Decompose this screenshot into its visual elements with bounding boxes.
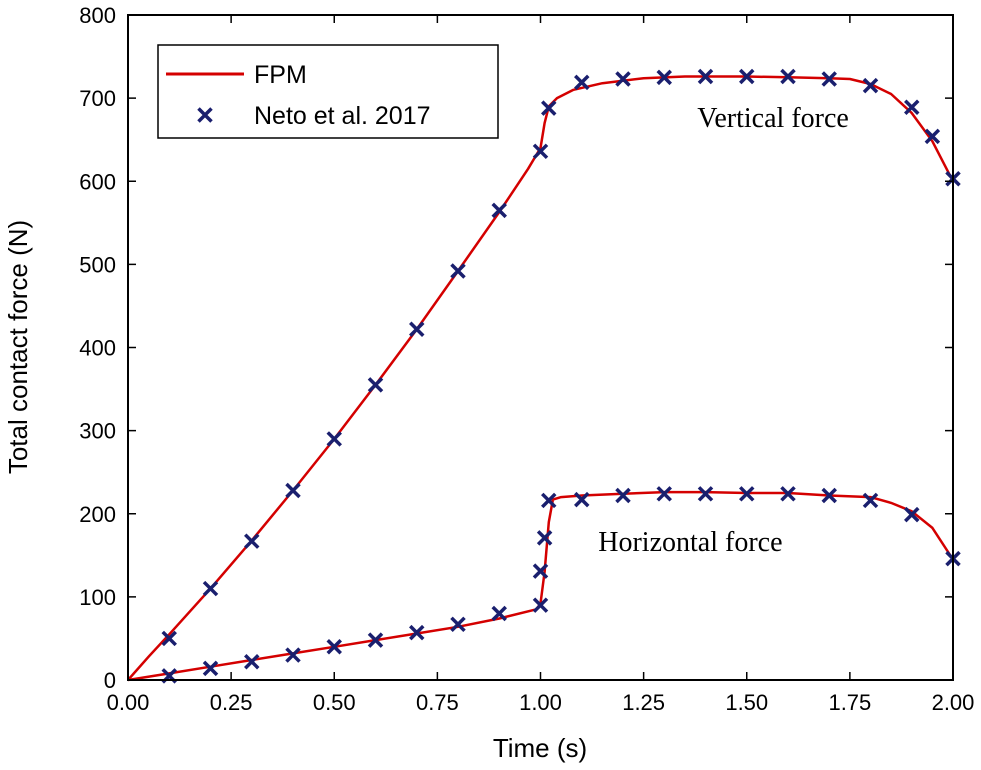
data-marker [491, 605, 507, 622]
data-marker [821, 487, 837, 504]
data-marker [532, 563, 549, 579]
data-marker [202, 660, 219, 677]
data-marker [821, 71, 837, 87]
data-marker [409, 624, 425, 641]
data-marker [536, 530, 553, 546]
x-tick-label: 0.25 [210, 690, 253, 715]
data-marker [367, 632, 384, 648]
data-marker [697, 486, 714, 502]
y-tick-label: 100 [79, 585, 116, 610]
x-tick-label: 0.75 [416, 690, 459, 715]
data-marker [367, 377, 384, 393]
tick-labels-layer: 0.00 0.25 0.50 0.75 1.00 1.25 1.50 1.75 2.00 0 100… [79, 3, 974, 715]
series-line-vertical-force [127, 75, 955, 681]
data-marker [656, 69, 672, 86]
y-tick-label: 500 [79, 252, 116, 277]
data-marker [780, 486, 796, 502]
legend: FPM Neto et al. 2017 [157, 44, 499, 139]
data-marker [615, 71, 631, 87]
data-marker [739, 68, 755, 85]
y-tick-label: 400 [79, 336, 116, 361]
legend-fpm-label: FPM [254, 61, 307, 89]
data-marker [161, 630, 177, 647]
x-tick-label: 1.50 [725, 690, 768, 715]
series-line-horizontal-force [127, 490, 955, 682]
data-marker [780, 68, 796, 85]
data-marker [450, 263, 466, 279]
y-axis-title: Total contact force (N) [3, 220, 33, 474]
x-tick-label: 1.25 [622, 690, 665, 715]
x-tick-label: 1.00 [519, 690, 562, 715]
data-marker [244, 653, 260, 670]
curves-layer [127, 75, 955, 682]
data-marker [862, 77, 879, 94]
data-marker [574, 74, 590, 91]
data-marker [541, 492, 557, 509]
data-marker [450, 616, 466, 633]
legend-neto-label: Neto et al. 2017 [254, 102, 431, 130]
legend-box [157, 44, 499, 139]
data-marker [541, 100, 557, 116]
markers-layer [161, 68, 961, 684]
legend-neto-marker [197, 107, 213, 123]
data-marker [244, 533, 260, 549]
data-marker [615, 487, 631, 504]
data-marker [532, 597, 549, 613]
data-marker [904, 99, 920, 116]
x-axis-title: Time (s) [493, 733, 587, 763]
annotation-vertical-force: Vertical force [697, 103, 849, 134]
y-tick-label: 200 [79, 502, 116, 527]
y-tick-label: 300 [79, 419, 116, 444]
data-marker [862, 492, 879, 509]
y-tick-label: 700 [79, 86, 116, 111]
x-tick-label: 2.00 [932, 690, 975, 715]
x-tick-label: 0.50 [313, 690, 356, 715]
x-tick-label: 1.75 [828, 690, 871, 715]
data-marker [197, 107, 213, 123]
data-marker [697, 68, 714, 85]
data-marker [904, 506, 920, 523]
data-marker [285, 482, 301, 499]
annotation-horizontal-force: Horizontal force [598, 527, 782, 558]
data-marker [202, 580, 219, 597]
x-tick-label: 0.00 [107, 690, 150, 715]
data-marker [491, 202, 507, 219]
data-marker [656, 486, 672, 502]
data-marker [739, 486, 755, 502]
ticks-layer [127, 14, 954, 681]
data-marker [409, 321, 425, 337]
y-tick-label: 800 [79, 3, 116, 28]
y-tick-label: 0 [104, 668, 116, 693]
data-marker [924, 128, 941, 145]
data-marker [532, 143, 549, 160]
y-tick-label: 600 [79, 169, 116, 194]
data-marker [574, 491, 590, 508]
data-marker [285, 647, 301, 663]
data-marker [326, 431, 342, 447]
data-marker [326, 639, 342, 655]
